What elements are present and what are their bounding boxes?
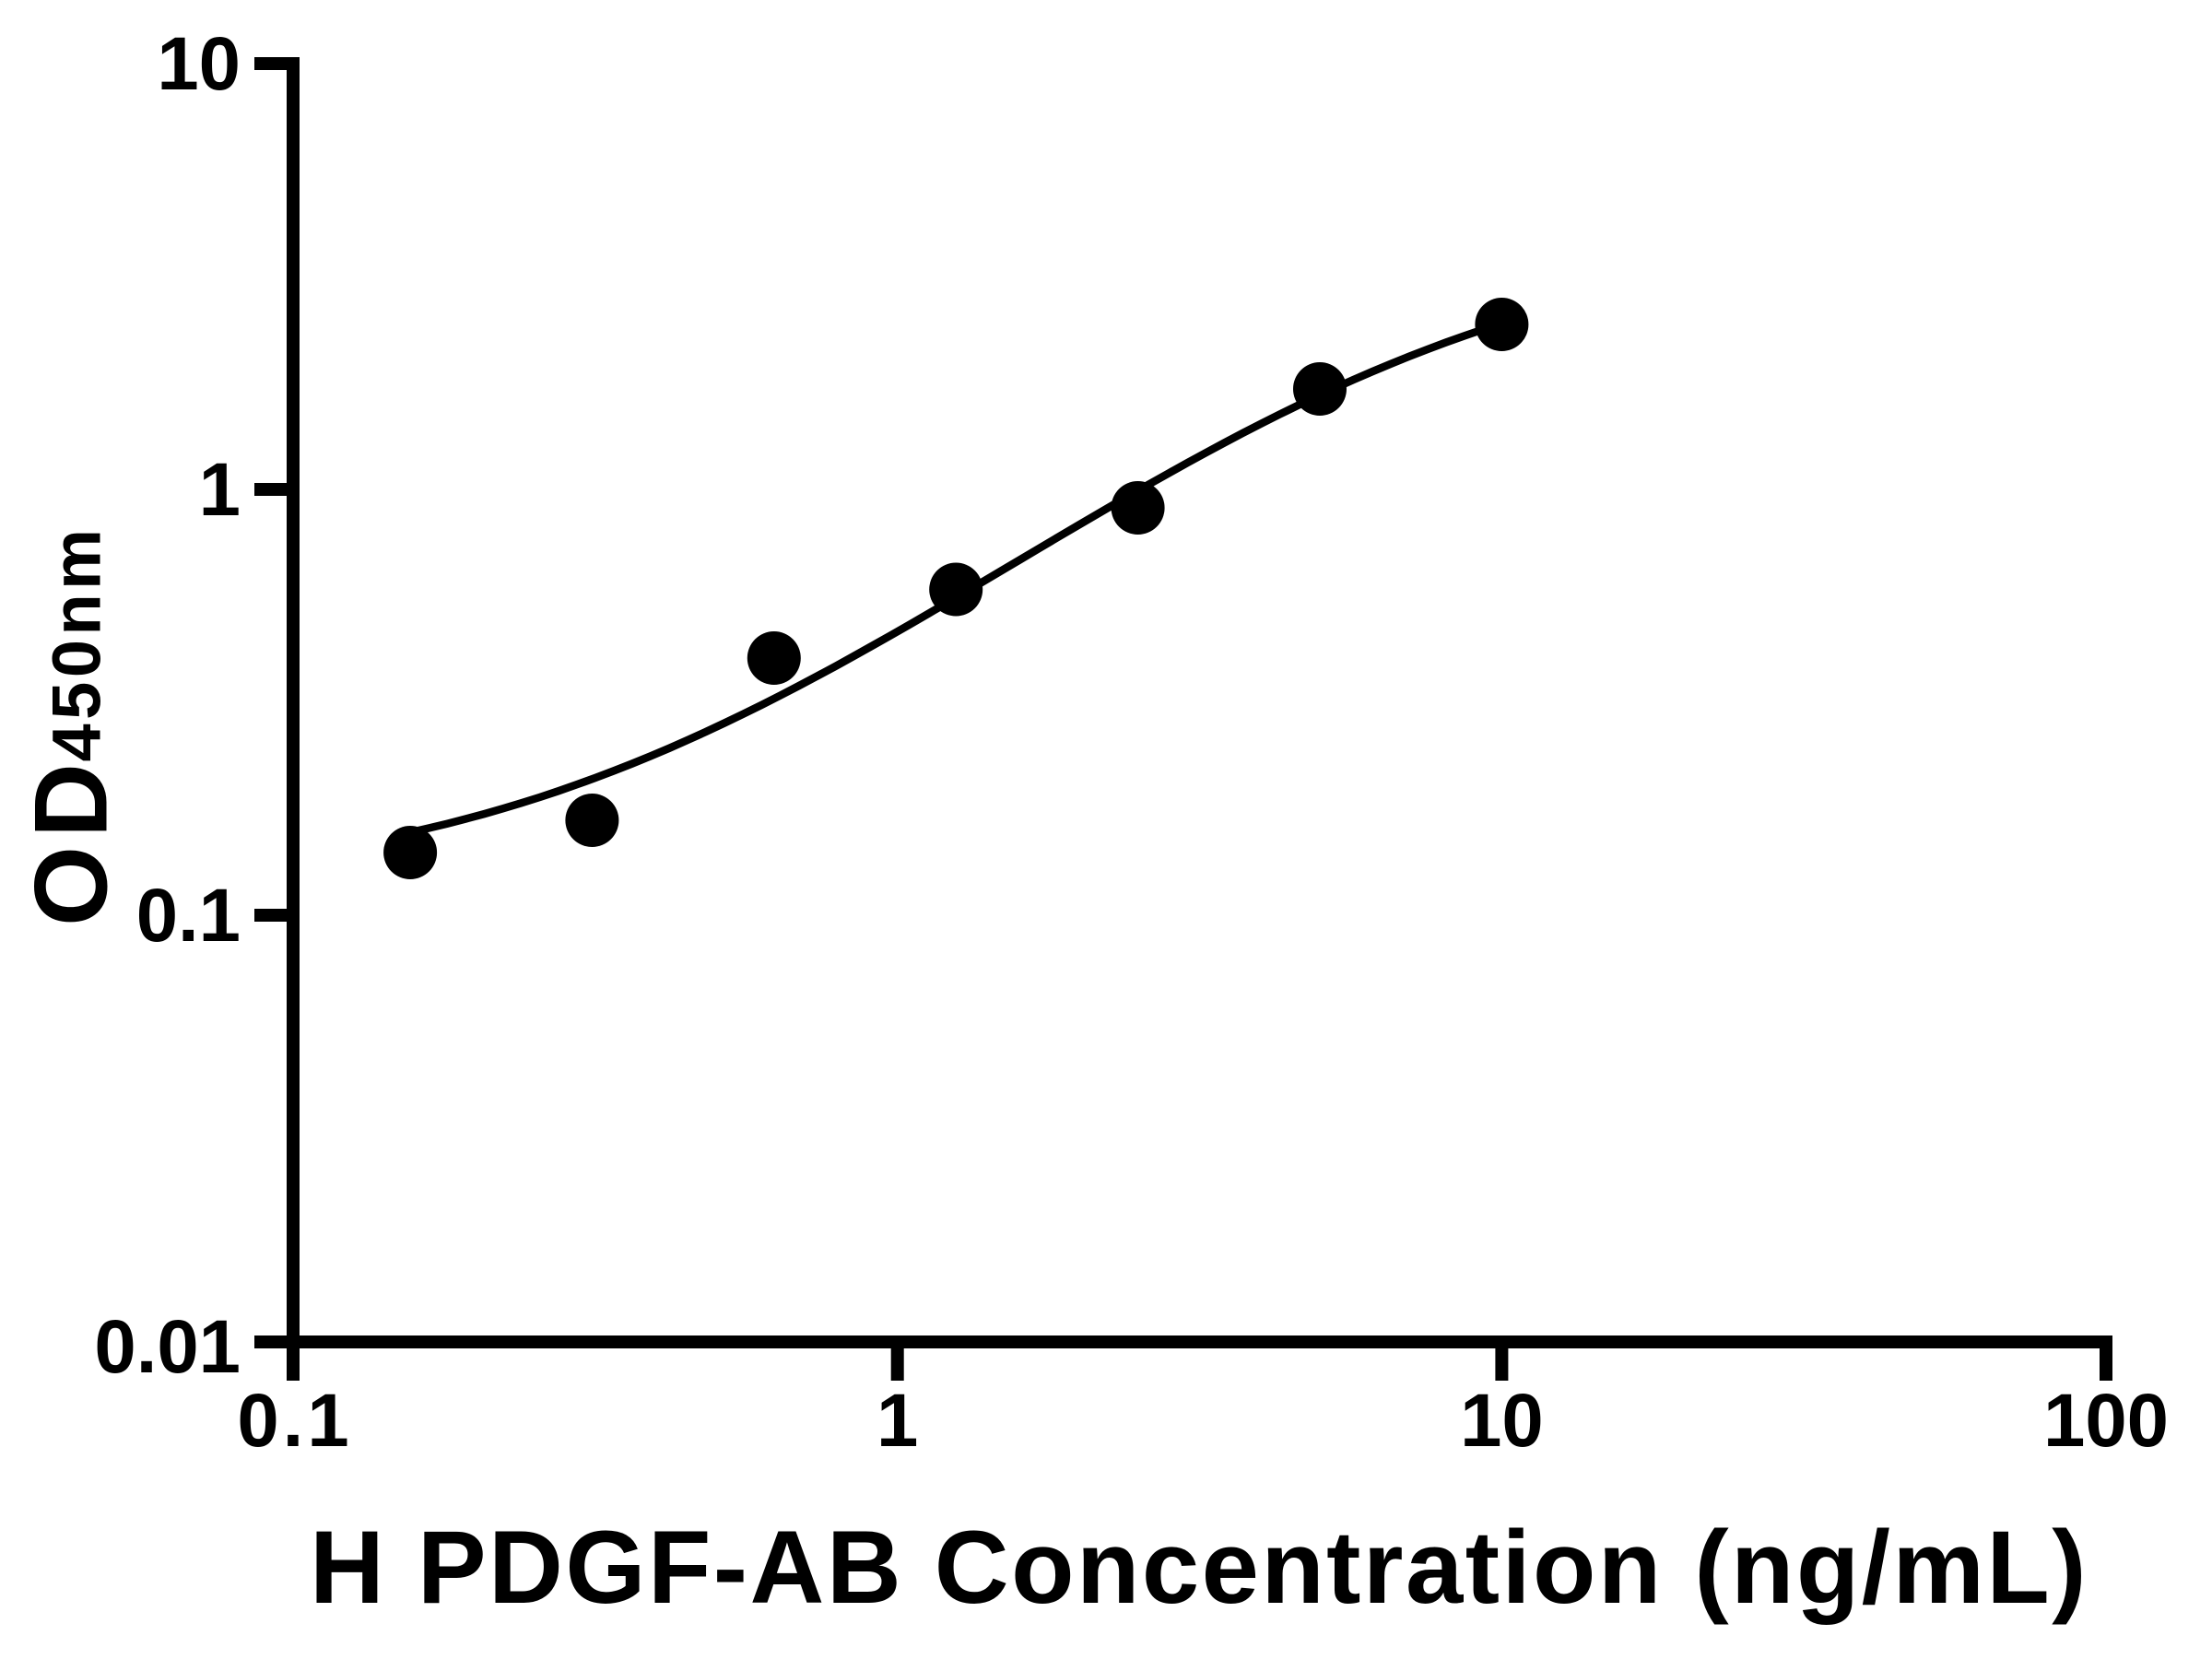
svg-text:0.1: 0.1 — [237, 1379, 352, 1463]
svg-text:H PDGF-AB Concentration (ng/mL: H PDGF-AB Concentration (ng/mL) — [310, 1510, 2088, 1625]
svg-text:1: 1 — [199, 448, 241, 532]
svg-text:100: 100 — [2043, 1379, 2169, 1463]
svg-text:0.01: 0.01 — [94, 1305, 241, 1389]
svg-text:OD450nm: OD450nm — [14, 525, 129, 926]
svg-text:1: 1 — [877, 1379, 918, 1463]
svg-text:10: 10 — [157, 22, 241, 106]
svg-text:0.1: 0.1 — [136, 874, 241, 958]
svg-text:10: 10 — [1460, 1379, 1544, 1463]
